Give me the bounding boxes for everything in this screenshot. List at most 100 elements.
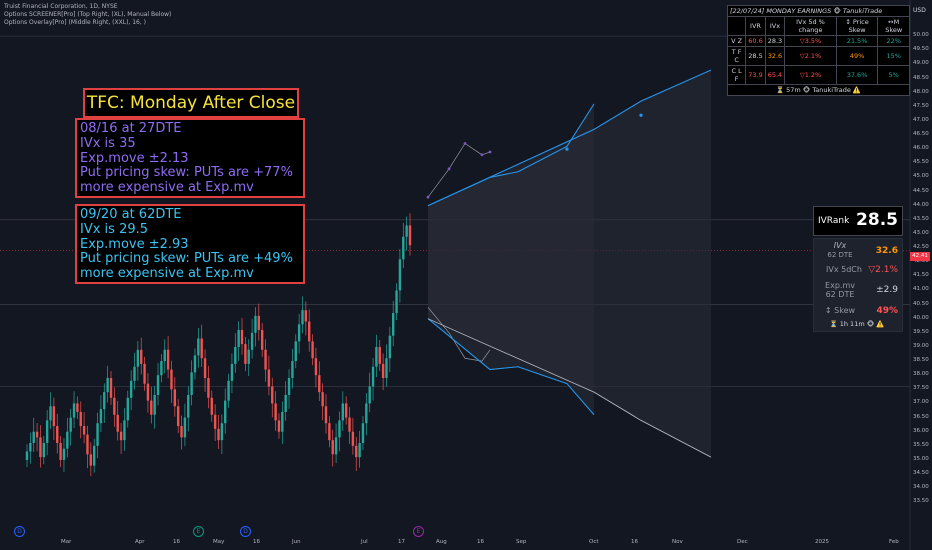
current-price-tag: 42.41 [910,252,930,261]
candle-body [180,426,183,438]
nov-expected-upper [427,69,712,207]
time-tick-label: Jul [361,539,368,545]
candle-body [260,329,264,350]
candle-body [408,225,412,246]
candle-body [56,426,59,444]
candle-body [176,406,180,427]
candle-body [348,417,351,432]
candle-body [76,403,79,412]
candlestick-series [25,213,412,477]
candle-body [254,315,257,333]
earnings-cell: 15% [877,46,910,66]
candle-body [113,397,116,415]
earnings-cell: V Z [726,35,747,47]
candle-body [264,349,267,370]
aug-point [426,195,430,199]
price-tick-label: 42.50 [913,244,929,251]
time-tick-label: Feb [889,539,899,545]
time-tick-label: 16 [253,539,260,545]
candle-body [129,380,133,398]
earnings-header-cell: IVR [745,16,766,36]
candle-body [35,431,39,438]
candle-body [227,380,230,401]
time-tick-label: 16 [173,539,180,545]
price-tick-label: 46.50 [913,131,929,138]
earnings-header-cell [726,16,747,36]
candle-body [358,443,361,458]
expmove-label: Exp.mv [825,281,855,290]
time-tick-label: Sep [516,539,527,545]
time-tick-label: 17 [398,539,405,545]
earnings-header-cell: ↔M Skew [877,16,910,36]
skew-value: 49% [876,306,898,316]
currency-label[interactable]: USD [913,7,926,14]
candle-body [311,341,314,359]
earnings-row[interactable]: C L F 73.9 65.4 ▽1.2% 37.6% 5% [726,65,910,85]
candle-body [274,403,277,421]
candle-body [281,411,284,432]
annotation-line: more expensive at Exp.mv [80,266,254,282]
candle-body [193,355,197,373]
dividend-marker[interactable]: D [14,526,25,537]
candle-body [247,349,250,364]
candle-body [190,372,193,395]
chart-title: Truist Financial Corporation, 1D, NYSE [4,3,118,10]
candle-body [321,392,324,407]
price-tick-label: 37.00 [913,399,929,406]
earnings-cell: 28.5 [745,46,766,66]
candle-body [297,324,301,342]
ivx-5d-change-label: IVx 5dCh [826,265,862,274]
expmove-value: ±2.9 [876,285,898,295]
candle-body [301,310,304,325]
candle-body [230,363,234,381]
earnings-marker[interactable]: E [193,526,204,537]
candle-body [213,414,217,429]
time-tick-label: Aug [436,539,447,545]
candle-body [146,383,150,401]
candle-body [123,420,126,441]
candle-body [334,437,338,455]
price-tick-label: 44.00 [913,201,929,208]
candle-body [187,394,190,418]
annotation-line: Exp.move ±2.93 [80,236,189,252]
annotation-box-sep: 09/20 at 62DTE IVx is 29.5 Exp.move ±2.9… [75,204,305,284]
candle-body [361,423,365,444]
dividend-marker[interactable]: D [240,526,251,537]
candle-body [291,361,294,379]
aug-point [463,142,467,145]
time-tick-label: Apr [135,539,145,545]
candle-body [237,329,240,347]
earnings-row[interactable]: V Z 60.6 28.3 ▽3.5% 21.5% 22% [726,35,910,47]
candle-body [170,369,173,390]
price-tick-label: 39.50 [913,328,929,335]
earnings-cell: 22% [877,35,910,47]
candle-body [324,406,328,424]
indicator-overlay-label[interactable]: Options Overlay[Pro] (Middle Right, (XXL… [4,19,147,26]
candle-body [42,443,45,458]
earnings-row[interactable]: T F C 28.5 32.6 ▽2.1% 49% 15% [726,46,910,66]
earnings-marker[interactable]: E [413,526,424,537]
skew-label: ↕ Skew [824,306,856,315]
candle-body [119,431,123,441]
earnings-table-header: IVR IVx IVx 5d % change ↕ Price Skew ↔M Skew [726,16,910,36]
candle-body [163,349,166,362]
candle-body [402,236,405,260]
expected-move-bands [426,69,712,458]
price-tick-label: 47.00 [913,116,929,123]
annotation-line: Put pricing skew: PUTs are +49% [80,251,293,267]
candle-body [183,417,187,438]
candle-body [126,397,129,421]
earnings-cell: ▽1.2% [784,65,837,85]
candle-body [207,378,210,398]
aug-lower-line [427,307,491,362]
annotation-line: more expensive at Exp.mv [80,180,254,196]
candle-body [103,392,106,410]
indicator-screener-label[interactable]: Options SCREENER[Pro] (Top Right, (XL), … [4,11,172,18]
time-tick-label: Dec [737,539,748,545]
candle-body [89,454,93,466]
price-tick-label: 35.50 [913,441,929,448]
candle-body [271,386,274,404]
annotation-title: TFC: Monday After Close [83,88,299,118]
earnings-cell: ▽3.5% [784,35,837,47]
